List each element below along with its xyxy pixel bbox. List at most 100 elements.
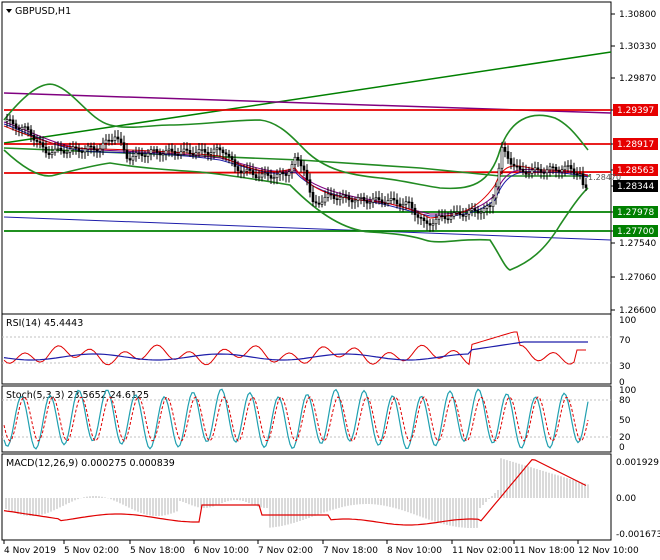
price-label: 1.27060 — [619, 273, 656, 283]
candle-body — [71, 146, 75, 150]
candle-body — [428, 223, 432, 226]
candle-body — [101, 142, 105, 150]
candle-body — [263, 172, 267, 175]
candle-body — [335, 198, 339, 201]
candle-body — [500, 147, 504, 169]
level-label: 1.28917 — [617, 140, 654, 150]
candle-body — [116, 136, 120, 140]
candle-body — [398, 203, 402, 207]
candle-body — [572, 168, 576, 174]
candle-body — [140, 152, 144, 156]
candle-body — [8, 119, 12, 121]
candle-body — [494, 186, 498, 199]
stoch-axis-label: 50 — [619, 416, 631, 426]
candle-body — [443, 215, 447, 220]
candle-body — [470, 208, 474, 211]
collapse-arrow-icon[interactable] — [6, 9, 12, 13]
candle-body — [371, 198, 375, 203]
time-label: 8 Nov 10:00 — [387, 546, 442, 556]
candle-body — [404, 201, 408, 205]
candle-body — [410, 201, 414, 209]
candle-body — [524, 171, 528, 175]
candle-body — [377, 197, 381, 201]
candle-body — [206, 151, 210, 155]
candle-body — [17, 127, 21, 130]
macd-axis: 0.001929 0.00 -0.001673 — [616, 458, 660, 540]
candle-body — [68, 148, 72, 153]
candle-body — [434, 218, 438, 225]
candle-body — [254, 174, 258, 179]
candle-body — [35, 139, 39, 142]
candle-body — [515, 165, 519, 168]
candle-body — [251, 170, 255, 175]
candle-body — [452, 212, 456, 217]
candle-body — [509, 158, 513, 165]
rsi-axis-label: 30 — [619, 362, 631, 372]
candle-body — [224, 152, 228, 155]
candle-body — [131, 156, 135, 161]
candle-body — [320, 201, 324, 205]
candle-body — [461, 214, 465, 217]
candle-body — [296, 156, 300, 161]
stoch-axis-label: 100 — [619, 386, 636, 396]
candle-body — [266, 172, 270, 176]
rsi-line — [3, 331, 586, 366]
candle-body — [359, 197, 363, 199]
rising-trendline[interactable] — [3, 51, 612, 144]
candle-body — [59, 147, 63, 151]
candle-body — [473, 208, 477, 211]
rsi-signal-line — [3, 341, 588, 361]
candle-body — [311, 192, 315, 203]
level-labels: 1.29397 1.28917 1.28563 1.27978 1.27700 1.283… — [588, 104, 658, 237]
candle-body — [281, 171, 285, 175]
candle-body — [350, 199, 354, 203]
candle-body — [566, 165, 570, 167]
candle-body — [212, 148, 216, 154]
candle-body — [569, 165, 573, 170]
candle-body — [365, 200, 369, 204]
candle-body — [152, 149, 156, 151]
candle-body — [245, 168, 249, 172]
candle-body — [290, 164, 294, 173]
candle-body — [551, 166, 555, 169]
rsi-panel[interactable] — [1, 313, 612, 385]
candle-body — [173, 151, 177, 155]
candle-body — [50, 152, 54, 155]
candlesticks[interactable] — [5, 113, 588, 232]
candle-body — [464, 213, 468, 217]
falling-blue-trendline[interactable] — [3, 216, 612, 241]
macd-title: MACD(12,26,9) 0.000275 0.000839 — [6, 458, 175, 469]
candle-body — [476, 210, 480, 214]
candle-body — [98, 148, 102, 152]
candle-body — [179, 151, 183, 155]
time-label: 7 Nov 18:00 — [323, 546, 378, 556]
candle-body — [401, 203, 405, 207]
level-label-bg — [613, 164, 658, 176]
candle-body — [305, 169, 309, 181]
stoch-signal-line — [3, 396, 589, 442]
candle-body — [455, 211, 459, 214]
candle-body — [32, 134, 36, 141]
candle-body — [158, 152, 162, 156]
moving-average-slow-2 — [299, 159, 590, 177]
candle-body — [485, 205, 489, 209]
candle-body — [188, 150, 192, 154]
candle-body — [521, 168, 525, 172]
price-panel[interactable] — [1, 1, 612, 315]
candle-body — [578, 173, 582, 176]
candle-body — [542, 172, 546, 174]
candle-body — [83, 148, 87, 153]
candle-body — [146, 153, 150, 157]
candle-body — [128, 158, 132, 161]
price-label: 1.30800 — [619, 10, 656, 20]
candle-body — [209, 152, 213, 155]
level-label-bg — [613, 225, 658, 237]
candle-body — [269, 175, 273, 179]
candle-body — [374, 197, 378, 200]
price-label: 1.30330 — [619, 42, 656, 52]
candle-body — [29, 129, 33, 136]
candle-body — [41, 142, 45, 148]
candle-body — [113, 136, 117, 141]
candle-body — [44, 146, 48, 154]
